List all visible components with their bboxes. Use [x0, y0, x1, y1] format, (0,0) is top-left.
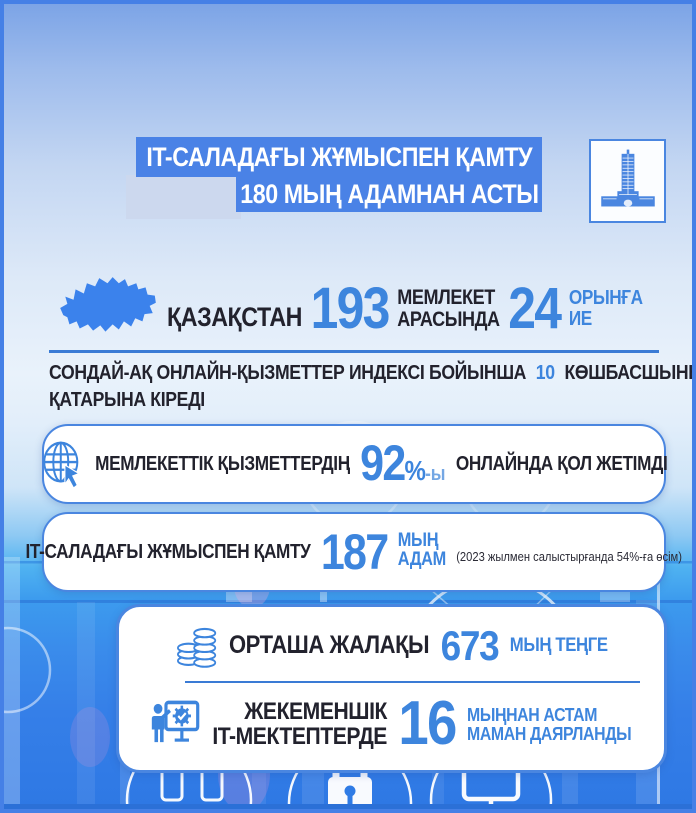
- trainer-presentation-icon: [151, 700, 200, 742]
- place-caption-line2: ИЕ: [568, 308, 592, 330]
- online-percent-sign: %: [404, 455, 426, 486]
- online-value-group: 92 % -ы: [360, 435, 446, 491]
- globe-cursor-icon: [43, 441, 81, 489]
- countries-caption: МЕМЛЕКЕТ АРАСЫНДА: [397, 286, 500, 331]
- online-index-note: СОНДАЙ-АҚ ОНЛАЙН-ҚЫЗМЕТТЕР ИНДЕКСІ БОЙЫН…: [49, 359, 692, 413]
- employment-prefix: IT-САЛАДАҒЫ ЖҰМЫСПЕН ҚАМТУ: [25, 540, 311, 563]
- employment-note: (2023 жылмен салыстырғанда 54%-ға өсім): [456, 548, 683, 564]
- schools-row: ЖЕКЕМЕНШІК IT-МЕКТЕПТЕРДЕ 16 МЫҢНАН АСТА…: [151, 689, 632, 759]
- card-it-employment: IT-САЛАДАҒЫ ЖҰМЫСПЕН ҚАМТУ 187 МЫҢ АДАМ …: [26, 512, 682, 592]
- employment-value: 187: [321, 523, 389, 580]
- countries-count: 193: [310, 276, 391, 341]
- header-title-band: IT-САЛАДАҒЫ ЖҰМЫСПЕН ҚАМТУ: [136, 137, 542, 177]
- countries-caption-line2: АРАСЫНДА: [397, 308, 500, 331]
- schools-unit-line1: МЫҢНАН АСТАМ: [467, 704, 598, 725]
- online-prefix: МЕМЛЕКЕТТІК ҚЫЗМЕТТЕРДІҢ: [95, 452, 351, 475]
- salary-unit: МЫҢ ТЕҢГЕ: [509, 634, 608, 656]
- kazakhstan-map-icon: [60, 277, 156, 332]
- header-line2: 180 МЫҢ АДАМНАН АСТЫ: [239, 178, 539, 209]
- countries-caption-line1: МЕМЛЕКЕТ: [397, 286, 495, 310]
- employment-unit-line1: МЫҢ: [398, 529, 439, 551]
- note-number: 10: [535, 361, 555, 384]
- header-subtitle-band: 180 МЫҢ АДАМНАН АСТЫ: [236, 176, 542, 212]
- place-caption-line1: ОРЫНҒА: [568, 287, 643, 310]
- employment-unit-line2: АДАМ: [398, 549, 447, 570]
- schools-label-line1: ЖЕКЕМЕНШІК: [244, 697, 387, 725]
- salary-label: ОРТАША ЖАЛАҚЫ: [229, 631, 430, 660]
- government-building-icon: [600, 149, 655, 207]
- online-particle: -ы: [425, 463, 446, 485]
- coin-stacks-icon: [176, 627, 217, 668]
- place-value: 24: [508, 276, 562, 341]
- schools-value: 16: [398, 689, 457, 759]
- card-inner-divider: [185, 680, 640, 684]
- building-frame: [589, 139, 666, 223]
- card-online-services: МЕМЛЕКЕТТІК ҚЫЗМЕТТЕРДІҢ 92 % -ы ОНЛАЙНД…: [42, 424, 668, 504]
- note-after: КӨШБАСШЫНЫҢ: [564, 361, 692, 384]
- online-value: 92: [360, 435, 406, 491]
- schools-label-line2: IT-МЕКТЕПТЕРДЕ: [212, 722, 387, 750]
- schools-label: ЖЕКЕМЕНШІК IT-МЕКТЕПТЕРДЕ: [212, 697, 387, 750]
- note-before: СОНДАЙ-АҚ ОНЛАЙН-ҚЫЗМЕТТЕР ИНДЕКСІ БОЙЫН…: [49, 361, 527, 384]
- schools-unit: МЫҢНАН АСТАМ МАМАН ДАЯРЛАНДЫ: [467, 704, 632, 744]
- schools-unit-line2: МАМАН ДАЯРЛАНДЫ: [467, 723, 632, 744]
- card-salary-schools: ОРТАША ЖАЛАҚЫ 673 МЫҢ ТЕҢГЕ: [116, 604, 667, 773]
- online-suffix: ОНЛАЙНДА ҚОЛ ЖЕТІМДІ: [456, 452, 668, 475]
- ranking-row: ҚАЗАҚСТАН 193 МЕМЛЕКЕТ АРАСЫНДА 24 ОРЫНҒ…: [167, 272, 643, 346]
- place-caption: ОРЫНҒА ИЕ: [569, 288, 643, 330]
- header-accent-block: [126, 175, 241, 219]
- note-line2: ҚАТАРЫНА КІРЕДІ: [49, 388, 205, 412]
- employment-unit: МЫҢ АДАМ: [398, 529, 447, 570]
- header-line1: IT-САЛАДАҒЫ ЖҰМЫСПЕН ҚАМТУ: [146, 141, 532, 172]
- salary-value: 673: [440, 621, 500, 669]
- country-label: ҚАЗАҚСТАН: [167, 301, 303, 332]
- section-divider: [49, 350, 659, 353]
- salary-row: ОРТАША ЖАЛАҚЫ 673 МЫҢ ТЕҢГЕ: [152, 623, 632, 669]
